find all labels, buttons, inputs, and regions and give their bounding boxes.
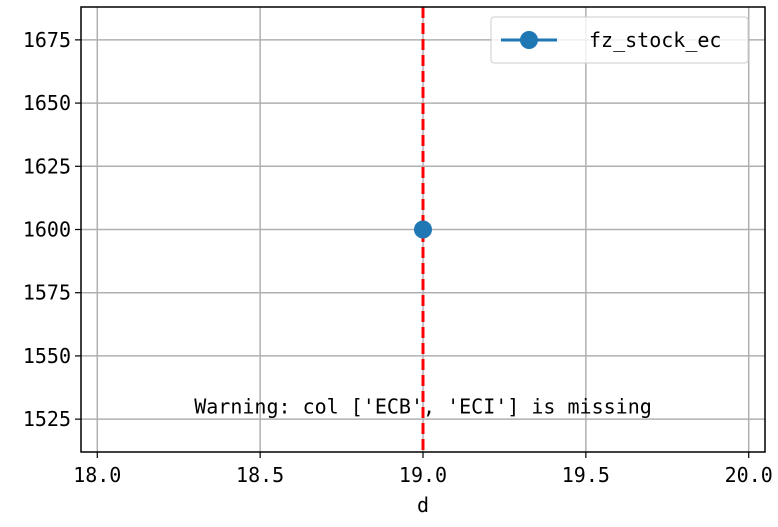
legend-box	[490, 16, 749, 64]
legend-label: fz_stock_ec	[589, 28, 721, 52]
y-tick-label: 1625	[23, 154, 71, 178]
y-tick-label: 1675	[23, 28, 71, 52]
data-point	[414, 220, 432, 239]
y-tick-label: 1600	[23, 218, 71, 242]
x-tick-label: 19.5	[562, 463, 610, 487]
x-tick-label: 18.0	[73, 463, 121, 487]
y-tick-label: 1650	[23, 91, 71, 115]
y-tick-label: 1575	[23, 281, 71, 305]
series-layer	[414, 220, 432, 239]
warning-annotation: Warning: col ['ECB', 'ECI'] is missing	[194, 394, 652, 418]
legend-marker-swatch	[520, 31, 538, 49]
ticks: 18.0 18.5 19.0 19.5 20.0 1525 1550 1575 1600 1625…	[23, 28, 773, 487]
legend: fz_stock_ec	[490, 16, 749, 64]
x-axis-title: d	[417, 493, 429, 517]
x-tick-label: 18.5	[236, 463, 284, 487]
y-tick-label: 1550	[23, 344, 71, 368]
x-tick-label: 19.0	[399, 463, 447, 487]
x-tick-label: 20.0	[725, 463, 773, 487]
y-tick-label: 1525	[23, 407, 71, 431]
